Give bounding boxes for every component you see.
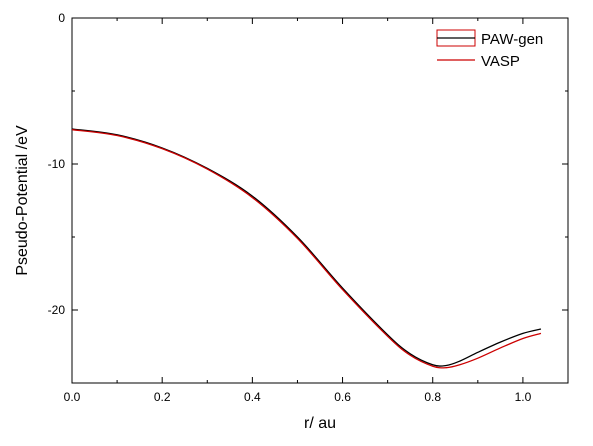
y-tick-label: -10 bbox=[48, 157, 66, 171]
x-tick-label: 0.0 bbox=[64, 390, 81, 404]
series-lines bbox=[71, 128, 542, 369]
y-axis-ticks: 0 -10 -20 bbox=[48, 11, 568, 317]
plot-area: 0.0 0.2 0.4 0.6 0.8 1.0 0 -10 -20 bbox=[48, 11, 569, 404]
y-axis-title: Pseudo-Potential /eV bbox=[14, 125, 31, 276]
legend: PAW-gen VASP bbox=[436, 29, 543, 70]
y-tick-label: 0 bbox=[58, 11, 65, 25]
x-axis-ticks: 0.0 0.2 0.4 0.6 0.8 1.0 bbox=[64, 18, 569, 404]
x-tick-label: 0.2 bbox=[154, 390, 171, 404]
x-tick-label: 0.8 bbox=[424, 390, 441, 404]
y-tick-label: -20 bbox=[48, 303, 66, 317]
x-tick-label: 0.6 bbox=[334, 390, 351, 404]
legend-entry-paw-gen: PAW-gen bbox=[481, 31, 543, 48]
x-tick-label: 0.4 bbox=[244, 390, 261, 404]
x-axis-title: r/ au bbox=[304, 415, 336, 432]
plot-frame bbox=[71, 17, 569, 384]
series-line-vasp bbox=[71, 129, 542, 369]
legend-entry-vasp: VASP bbox=[481, 53, 520, 70]
x-tick-label: 1.0 bbox=[515, 390, 532, 404]
